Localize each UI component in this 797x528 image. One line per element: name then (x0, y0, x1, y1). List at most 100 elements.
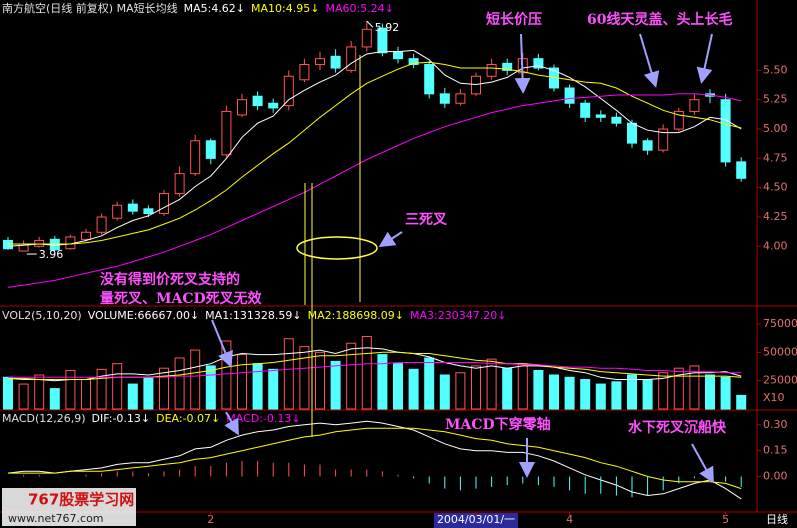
volume-bar (658, 372, 669, 410)
volume-bar (18, 383, 29, 410)
volume-bar (65, 369, 76, 410)
candle-body (658, 128, 669, 151)
legend-entry: MACD:-0.13↓ (226, 412, 300, 425)
candle-body (611, 116, 622, 124)
arrow (639, 33, 660, 88)
annotation: MACD下穿零轴 (445, 416, 551, 433)
y-tick-label: 0.00 (763, 470, 788, 483)
arrow (691, 443, 714, 484)
volume-bar (268, 368, 279, 410)
overlay (211, 33, 714, 484)
candle-body (408, 58, 419, 66)
volume-bar (455, 372, 466, 410)
volume-bar (533, 369, 544, 410)
y-tick-label: 5.00 (763, 122, 788, 135)
annotation: 水下死叉沉船快 (628, 419, 727, 436)
candle-body (627, 122, 637, 144)
watermark-url: www.net767.com (8, 512, 104, 525)
y-tick-label: 0.15 (763, 444, 788, 457)
x-label-highlight (433, 513, 519, 528)
x-tick-label: 2 (207, 513, 214, 526)
legend-entry: MA5:4.62↓ (184, 2, 245, 15)
volume-bar (283, 338, 294, 410)
candle-body (3, 239, 13, 250)
candle-body (564, 87, 575, 104)
candle-body (595, 114, 606, 118)
volume-bar (190, 349, 201, 410)
volume-bar (549, 374, 559, 410)
volume-bar (221, 340, 232, 410)
legend-entry: DEA:-0.07↓ (156, 412, 220, 425)
y-tick-label: 50000 (763, 345, 797, 358)
legend-entry: MA2:188698.09↓ (308, 309, 404, 322)
extreme-label: 5.92 (375, 21, 400, 34)
volume-bar (642, 379, 653, 410)
watermark: 767股票学习网 www.net767.com (2, 488, 136, 526)
volume-bar (705, 374, 715, 410)
volume-bar (252, 363, 263, 410)
chart-title: 南方航空(日线 前复权) MA短长均线 (2, 1, 178, 15)
ma-line (8, 61, 742, 245)
macd-line (7, 420, 742, 500)
y-tick-label: 4.25 (763, 210, 788, 223)
annotation: 没有得到价死叉支持的 (100, 271, 240, 288)
volume-bar (3, 376, 13, 410)
volume-bar (361, 335, 372, 410)
candle-body (205, 140, 216, 159)
legend-entry: VOLUME:66667.00↓ (88, 309, 199, 322)
watermark-brand: 767股票学习网 (28, 491, 134, 509)
volume-bar (580, 379, 591, 410)
annotation: 60线天灵盖、头上长毛 (587, 11, 732, 28)
volume-bar (424, 357, 435, 410)
arrow (224, 411, 239, 436)
annotation: 短长价压 (486, 11, 542, 28)
extreme-label: 3.96 (39, 248, 64, 261)
candle-body (393, 51, 403, 60)
y-tick-label: 4.00 (763, 239, 788, 252)
period-label: 日线 (766, 512, 788, 526)
candle-body (174, 173, 185, 195)
extreme-marker (366, 20, 374, 28)
volume-bar (408, 368, 419, 410)
volume-ma-line (8, 362, 742, 378)
candle-body (127, 203, 138, 212)
candle-body (689, 99, 700, 112)
volume-bar (237, 354, 247, 410)
volume-bar (34, 374, 45, 410)
y-tick-label: 0.30 (763, 418, 788, 431)
volume-bar (564, 376, 575, 410)
legend-entry: DIF:-0.13↓ (92, 412, 151, 425)
volume-bar (81, 379, 91, 410)
candle-body (736, 161, 747, 179)
candle-body (190, 140, 201, 175)
volume-bar (49, 388, 60, 410)
volume-bar (393, 363, 403, 410)
x-tick-label: 2004/03/01/一 (437, 513, 515, 526)
legend-entry: MA1:131328.59↓ (205, 309, 301, 322)
volume-bar (439, 374, 450, 410)
candle-body (112, 204, 123, 219)
candle-body (237, 99, 247, 116)
volume-bar (502, 367, 513, 410)
y-tick-label: 5.25 (763, 93, 788, 106)
x-tick-label: 5 (722, 513, 729, 526)
ma-line (7, 49, 742, 247)
y-tick-label: 75000 (763, 317, 797, 330)
volume-bar (720, 376, 731, 410)
volume-bar (346, 342, 357, 410)
candle-body (377, 27, 388, 54)
volume-ma-line (7, 347, 742, 382)
candle-body (439, 93, 450, 104)
arrow (378, 231, 403, 248)
candle-body (268, 102, 279, 109)
candle-body (252, 95, 263, 107)
candle-body (455, 93, 466, 104)
volume-bar (315, 351, 325, 410)
legend-entry: MA3:230347.20↓ (410, 309, 506, 322)
annotation: 量死叉、MACD死叉无效 (100, 290, 263, 307)
volume-bar (673, 367, 684, 410)
volume-bar (689, 365, 700, 410)
volume-bar (736, 394, 747, 410)
